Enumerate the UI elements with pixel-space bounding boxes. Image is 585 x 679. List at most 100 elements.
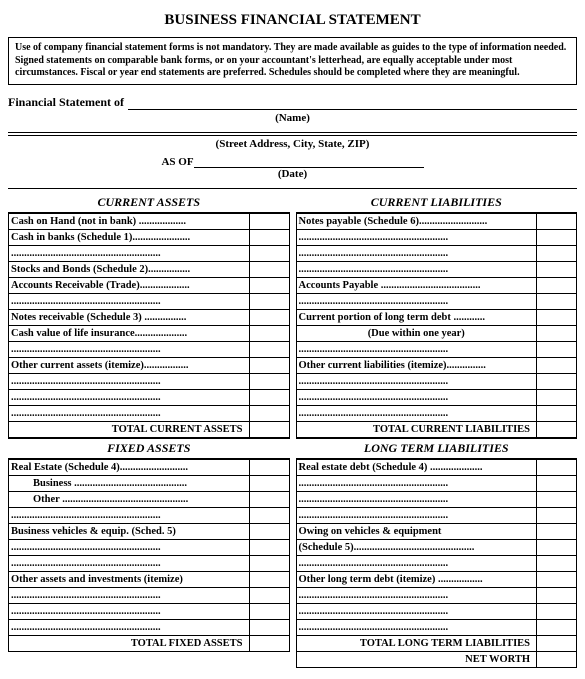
long-term-liability-amount[interactable] — [537, 587, 577, 603]
current-asset-amount[interactable] — [249, 293, 289, 309]
long-term-liability-amount[interactable] — [537, 539, 577, 555]
current-asset-amount[interactable] — [249, 261, 289, 277]
current-asset-label: ........................................… — [9, 293, 250, 309]
total-long-term-liabilities-amt[interactable] — [537, 635, 577, 651]
current-liability-amount[interactable] — [537, 325, 577, 341]
long-term-liability-amount[interactable] — [537, 603, 577, 619]
fixed-asset-row: Real Estate (Schedule 4)................… — [9, 459, 290, 475]
current-asset-amount[interactable] — [249, 357, 289, 373]
current-asset-amount[interactable] — [249, 373, 289, 389]
fixed-asset-amount[interactable] — [249, 475, 289, 491]
current-liability-amount[interactable] — [537, 277, 577, 293]
current-liability-amount[interactable] — [537, 389, 577, 405]
total-fixed-assets-amt[interactable] — [249, 635, 289, 651]
as-of-row: AS OF — [8, 154, 577, 168]
current-asset-amount[interactable] — [249, 245, 289, 261]
current-liability-row: Accounts Payable .......................… — [296, 277, 577, 293]
current-liability-label: ........................................… — [296, 341, 537, 357]
long-term-liability-amount[interactable] — [537, 459, 577, 475]
current-liability-amount[interactable] — [537, 341, 577, 357]
long-term-liability-label: ........................................… — [296, 491, 537, 507]
long-term-liabilities-header: LONG TERM LIABILITIES — [296, 438, 578, 459]
long-term-liability-amount[interactable] — [537, 507, 577, 523]
total-current-liabilities-amt[interactable] — [537, 421, 577, 437]
right-column: CURRENT LIABILITIES Notes payable (Sched… — [296, 193, 578, 668]
fixed-asset-amount[interactable] — [249, 459, 289, 475]
fixed-asset-amount[interactable] — [249, 603, 289, 619]
fixed-asset-row: Business vehicles & equip. (Sched. 5) — [9, 523, 290, 539]
net-worth-amt[interactable] — [537, 651, 577, 667]
long-term-liability-row: Owing on vehicles & equipment — [296, 523, 577, 539]
fixed-asset-amount[interactable] — [249, 539, 289, 555]
fixed-asset-amount[interactable] — [249, 491, 289, 507]
current-liability-label: ........................................… — [296, 293, 537, 309]
current-asset-amount[interactable] — [249, 213, 289, 229]
long-term-liability-amount[interactable] — [537, 523, 577, 539]
current-liability-amount[interactable] — [537, 213, 577, 229]
long-term-liability-row: ........................................… — [296, 619, 577, 635]
current-liability-label: Accounts Payable .......................… — [296, 277, 537, 293]
current-liability-amount[interactable] — [537, 309, 577, 325]
long-term-liability-label: ........................................… — [296, 603, 537, 619]
fixed-asset-amount[interactable] — [249, 619, 289, 635]
current-liability-label: ........................................… — [296, 405, 537, 421]
current-liability-row: ........................................… — [296, 229, 577, 245]
long-term-liability-label: (Schedule 5)............................… — [296, 539, 537, 555]
total-current-assets-amt[interactable] — [249, 421, 289, 437]
fixed-asset-amount[interactable] — [249, 571, 289, 587]
fixed-asset-amount[interactable] — [249, 507, 289, 523]
name-line[interactable] — [128, 96, 577, 110]
current-liability-row: Current portion of long term debt ......… — [296, 309, 577, 325]
current-asset-amount[interactable] — [249, 277, 289, 293]
fixed-asset-row: Business ...............................… — [9, 475, 290, 491]
current-liability-amount[interactable] — [537, 229, 577, 245]
current-liability-label: ........................................… — [296, 373, 537, 389]
current-asset-amount[interactable] — [249, 389, 289, 405]
current-liability-amount[interactable] — [537, 373, 577, 389]
current-liability-row: ........................................… — [296, 245, 577, 261]
sections: CURRENT ASSETS Cash on Hand (not in bank… — [8, 188, 577, 668]
fixed-asset-label: Other assets and investments (itemize) — [9, 571, 250, 587]
disclaimer-box: Use of company financial statement forms… — [8, 37, 577, 85]
current-liability-amount[interactable] — [537, 261, 577, 277]
current-asset-row: ........................................… — [9, 341, 290, 357]
fixed-asset-row: ........................................… — [9, 587, 290, 603]
long-term-liability-amount[interactable] — [537, 555, 577, 571]
total-fixed-assets-label: TOTAL FIXED ASSETS — [9, 635, 250, 651]
fixed-asset-label: ........................................… — [9, 587, 250, 603]
long-term-liability-amount[interactable] — [537, 619, 577, 635]
fixed-asset-amount[interactable] — [249, 523, 289, 539]
street-caption: (Street Address, City, State, ZIP) — [8, 138, 577, 150]
page-title: BUSINESS FINANCIAL STATEMENT — [8, 12, 577, 29]
current-liability-amount[interactable] — [537, 405, 577, 421]
current-asset-label: Cash value of life insurance............… — [9, 325, 250, 341]
current-liability-amount[interactable] — [537, 293, 577, 309]
long-term-liability-label: ........................................… — [296, 475, 537, 491]
fixed-asset-amount[interactable] — [249, 555, 289, 571]
long-term-liability-amount[interactable] — [537, 475, 577, 491]
current-asset-row: Accounts Receivable (Trade).............… — [9, 277, 290, 293]
name-caption: (Name) — [8, 112, 577, 124]
fixed-asset-row: ........................................… — [9, 619, 290, 635]
total-long-term-liabilities-label: TOTAL LONG TERM LIABILITIES — [296, 635, 537, 651]
current-liability-amount[interactable] — [537, 245, 577, 261]
current-asset-amount[interactable] — [249, 341, 289, 357]
current-asset-amount[interactable] — [249, 309, 289, 325]
current-liability-amount[interactable] — [537, 357, 577, 373]
total-current-liabilities-row: TOTAL CURRENT LIABILITIES — [296, 421, 577, 437]
current-asset-amount[interactable] — [249, 229, 289, 245]
date-line[interactable] — [194, 154, 424, 168]
long-term-liability-amount[interactable] — [537, 571, 577, 587]
current-liability-row: Notes payable (Schedule 6)..............… — [296, 213, 577, 229]
current-asset-row: ........................................… — [9, 293, 290, 309]
fixed-asset-row: Other assets and investments (itemize) — [9, 571, 290, 587]
current-asset-amount[interactable] — [249, 325, 289, 341]
current-assets-header: CURRENT ASSETS — [8, 193, 290, 213]
long-term-liability-amount[interactable] — [537, 491, 577, 507]
as-of-label: AS OF — [161, 156, 193, 168]
current-asset-row: Other current assets (itemize)..........… — [9, 357, 290, 373]
net-worth-row: NET WORTH — [296, 651, 577, 667]
fixed-asset-amount[interactable] — [249, 587, 289, 603]
fs-of-label: Financial Statement of — [8, 95, 128, 110]
current-asset-amount[interactable] — [249, 405, 289, 421]
